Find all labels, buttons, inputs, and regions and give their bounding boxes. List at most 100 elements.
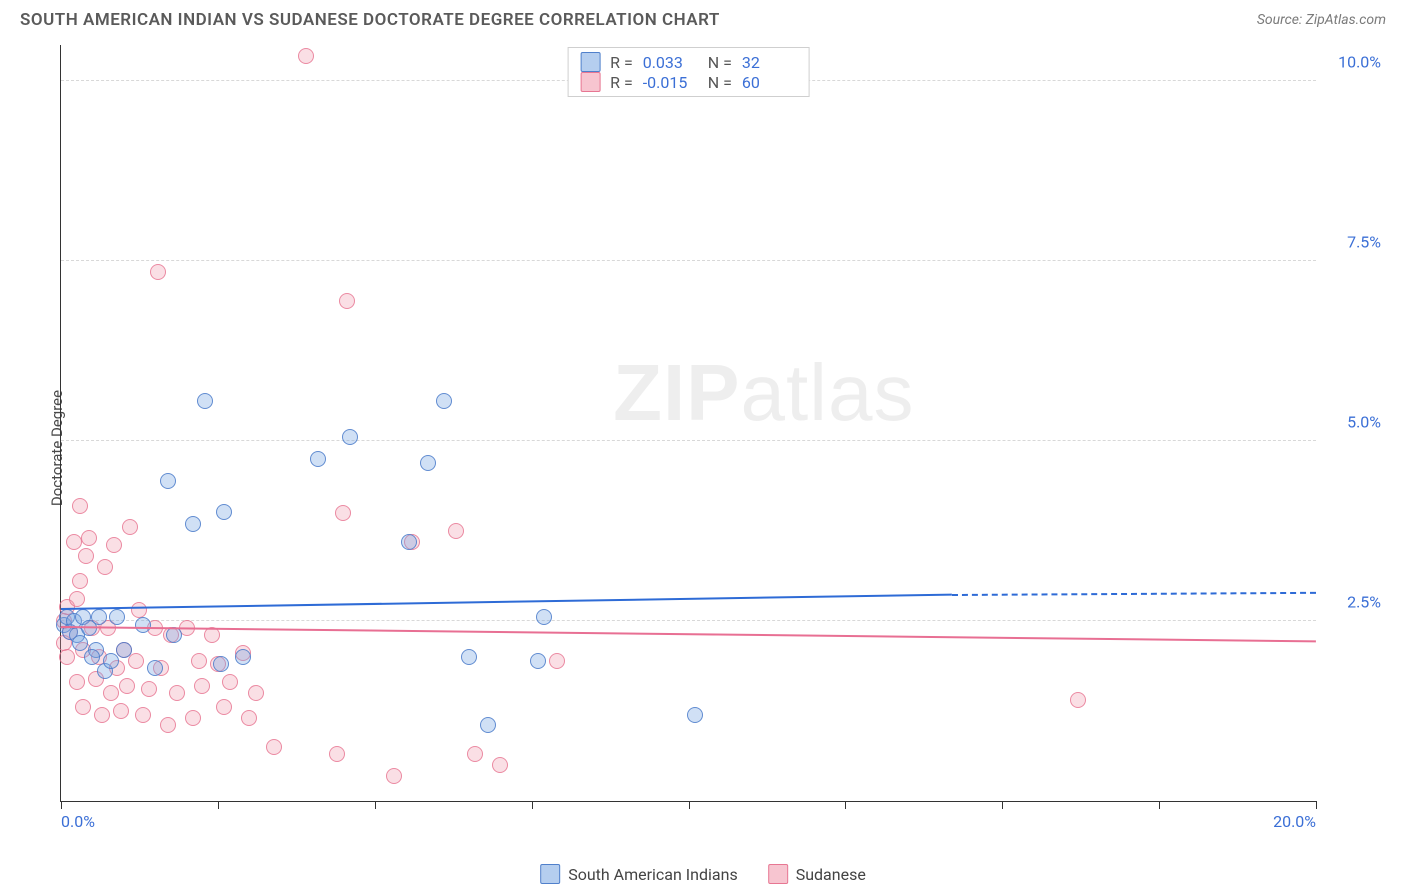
data-point-pink [72, 573, 88, 589]
data-point-pink [492, 757, 508, 773]
correlation-legend: R = 0.033 N = 32 R = -0.015 N = 60 [567, 47, 810, 97]
data-point-blue [436, 393, 452, 409]
data-point-pink [78, 548, 94, 564]
data-point-blue [197, 393, 213, 409]
data-point-blue [480, 717, 496, 733]
n-label: N = [708, 73, 732, 92]
x-tick [375, 801, 376, 809]
data-point-blue [116, 642, 132, 658]
x-axis-max-label: 20.0% [1273, 812, 1316, 831]
x-tick [845, 801, 846, 809]
data-point-pink [185, 710, 201, 726]
data-point-blue [109, 609, 125, 625]
data-point-pink [150, 264, 166, 280]
data-point-pink [122, 519, 138, 535]
data-point-blue [401, 534, 417, 550]
n-value-blue: 32 [742, 53, 797, 72]
data-point-pink [131, 602, 147, 618]
swatch-pink-icon [580, 72, 600, 92]
legend-item-pink: Sudanese [768, 864, 866, 884]
n-value-pink: 60 [742, 73, 797, 92]
data-point-pink [386, 768, 402, 784]
x-tick [1159, 801, 1160, 809]
data-point-pink [97, 559, 113, 575]
legend-label-pink: Sudanese [796, 865, 866, 884]
data-point-pink [194, 678, 210, 694]
legend-row-blue: R = 0.033 N = 32 [580, 52, 797, 72]
data-point-blue [147, 660, 163, 676]
data-point-pink [160, 717, 176, 733]
data-point-blue [213, 656, 229, 672]
data-point-pink [266, 739, 282, 755]
r-label: R = [610, 73, 633, 92]
plot-area: ZIPatlas R = 0.033 N = 32 R = -0.015 N =… [60, 45, 1316, 802]
r-value-blue: 0.033 [643, 53, 698, 72]
r-value-pink: -0.015 [643, 73, 698, 92]
data-point-pink [69, 591, 85, 607]
gridline [61, 260, 1316, 261]
data-point-blue [687, 707, 703, 723]
legend-label-blue: South American Indians [568, 865, 738, 884]
swatch-pink-icon [768, 864, 788, 884]
data-point-blue [160, 473, 176, 489]
watermark-zip: ZIP [613, 348, 740, 437]
data-point-pink [248, 685, 264, 701]
data-point-pink [448, 523, 464, 539]
header-bar: SOUTH AMERICAN INDIAN VS SUDANESE DOCTOR… [0, 0, 1406, 35]
data-point-pink [339, 293, 355, 309]
data-point-pink [467, 746, 483, 762]
data-point-pink [135, 707, 151, 723]
gridline [61, 440, 1316, 441]
data-point-pink [128, 653, 144, 669]
series-legend: South American Indians Sudanese [540, 864, 866, 884]
data-point-pink [141, 681, 157, 697]
data-point-pink [113, 703, 129, 719]
data-point-pink [119, 678, 135, 694]
trend-line-blue [61, 594, 952, 610]
data-point-pink [69, 674, 85, 690]
chart-container: Doctorate Degree ZIPatlas R = 0.033 N = … [45, 45, 1386, 832]
y-tick-label: 10.0% [1338, 53, 1381, 72]
data-point-pink [216, 699, 232, 715]
data-point-pink [81, 530, 97, 546]
x-tick [1316, 801, 1317, 809]
x-tick [532, 801, 533, 809]
n-label: N = [708, 53, 732, 72]
data-point-blue [84, 649, 100, 665]
data-point-blue [235, 649, 251, 665]
r-label: R = [610, 53, 633, 72]
chart-title: SOUTH AMERICAN INDIAN VS SUDANESE DOCTOR… [20, 10, 720, 30]
data-point-pink [72, 498, 88, 514]
data-point-pink [329, 746, 345, 762]
trend-line-blue-dash [952, 592, 1316, 596]
watermark-atlas: atlas [741, 348, 915, 437]
data-point-blue [216, 504, 232, 520]
data-point-blue [135, 617, 151, 633]
data-point-blue [72, 635, 88, 651]
x-tick [61, 801, 62, 809]
swatch-blue-icon [540, 864, 560, 884]
swatch-blue-icon [580, 52, 600, 72]
y-tick-label: 2.5% [1347, 593, 1381, 612]
source-attribution: Source: ZipAtlas.com [1257, 12, 1386, 28]
x-tick [689, 801, 690, 809]
data-point-blue [342, 429, 358, 445]
data-point-blue [310, 451, 326, 467]
watermark: ZIPatlas [613, 347, 914, 439]
data-point-pink [298, 48, 314, 64]
data-point-pink [335, 505, 351, 521]
gridline [61, 620, 1316, 621]
data-point-pink [75, 699, 91, 715]
data-point-pink [191, 653, 207, 669]
data-point-blue [530, 653, 546, 669]
data-point-blue [166, 627, 182, 643]
data-point-blue [185, 516, 201, 532]
data-point-pink [549, 653, 565, 669]
legend-item-blue: South American Indians [540, 864, 738, 884]
data-point-pink [106, 537, 122, 553]
data-point-pink [1070, 692, 1086, 708]
x-tick [1002, 801, 1003, 809]
data-point-blue [461, 649, 477, 665]
data-point-pink [169, 685, 185, 701]
x-tick [218, 801, 219, 809]
